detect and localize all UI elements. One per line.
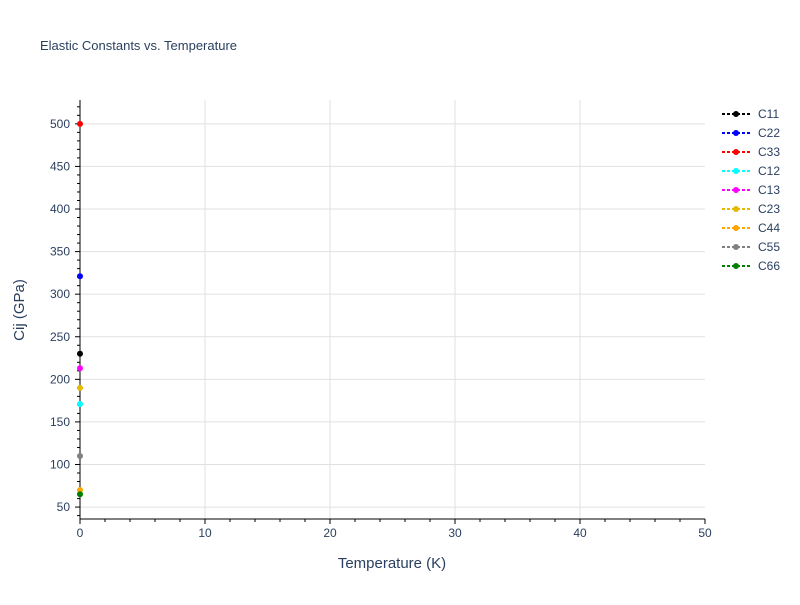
y-tick-label: 400 — [50, 202, 70, 216]
legend-label-C22: C22 — [758, 126, 780, 140]
data-point-C12 — [77, 401, 83, 408]
y-tick-label: 250 — [50, 330, 70, 344]
y-tick-label: 500 — [50, 117, 70, 131]
y-tick-label: 150 — [50, 415, 70, 429]
legend-marker-C55 — [733, 244, 739, 250]
legend-label-C55: C55 — [758, 240, 780, 254]
legend-marker-C66 — [733, 263, 739, 269]
data-point-C44 — [77, 487, 83, 494]
legend-label-C66: C66 — [758, 259, 780, 273]
legend-marker-C13 — [733, 187, 739, 193]
legend-label-C23: C23 — [758, 202, 780, 216]
legend-marker-C23 — [733, 206, 739, 212]
data-point-C33 — [77, 120, 83, 127]
data-point-C22 — [77, 273, 83, 280]
data-point-C55 — [77, 452, 83, 459]
data-point-C66 — [77, 491, 83, 498]
legend-label-C44: C44 — [758, 221, 780, 235]
legend-marker-C33 — [733, 149, 739, 155]
x-axis-label: Temperature (K) — [338, 555, 446, 572]
x-tick-label: 0 — [77, 526, 84, 540]
legend-marker-C44 — [733, 225, 739, 231]
y-tick-label: 300 — [50, 287, 70, 301]
legend-marker-C22 — [733, 130, 739, 136]
y-axis-label: Cij (GPa) — [11, 279, 28, 341]
data-point-C11 — [77, 350, 83, 357]
x-tick-label: 10 — [198, 526, 212, 540]
y-tick-label: 200 — [50, 372, 70, 386]
legend-label-C13: C13 — [758, 183, 780, 197]
data-point-C13 — [77, 365, 83, 372]
legend-marker-C12 — [733, 168, 739, 174]
y-tick-label: 450 — [50, 159, 70, 173]
data-point-C23 — [77, 384, 83, 391]
y-tick-label: 50 — [57, 500, 71, 514]
x-tick-label: 20 — [323, 526, 337, 540]
x-tick-label: 50 — [698, 526, 712, 540]
legend-label-C12: C12 — [758, 164, 780, 178]
x-tick-label: 40 — [573, 526, 587, 540]
y-tick-label: 100 — [50, 457, 70, 471]
legend-label-C11: C11 — [758, 107, 779, 121]
y-tick-label: 350 — [50, 245, 70, 259]
chart-title: Elastic Constants vs. Temperature — [40, 38, 237, 53]
x-tick-label: 30 — [448, 526, 462, 540]
legend-marker-C11 — [733, 111, 739, 117]
legend-label-C33: C33 — [758, 145, 780, 159]
